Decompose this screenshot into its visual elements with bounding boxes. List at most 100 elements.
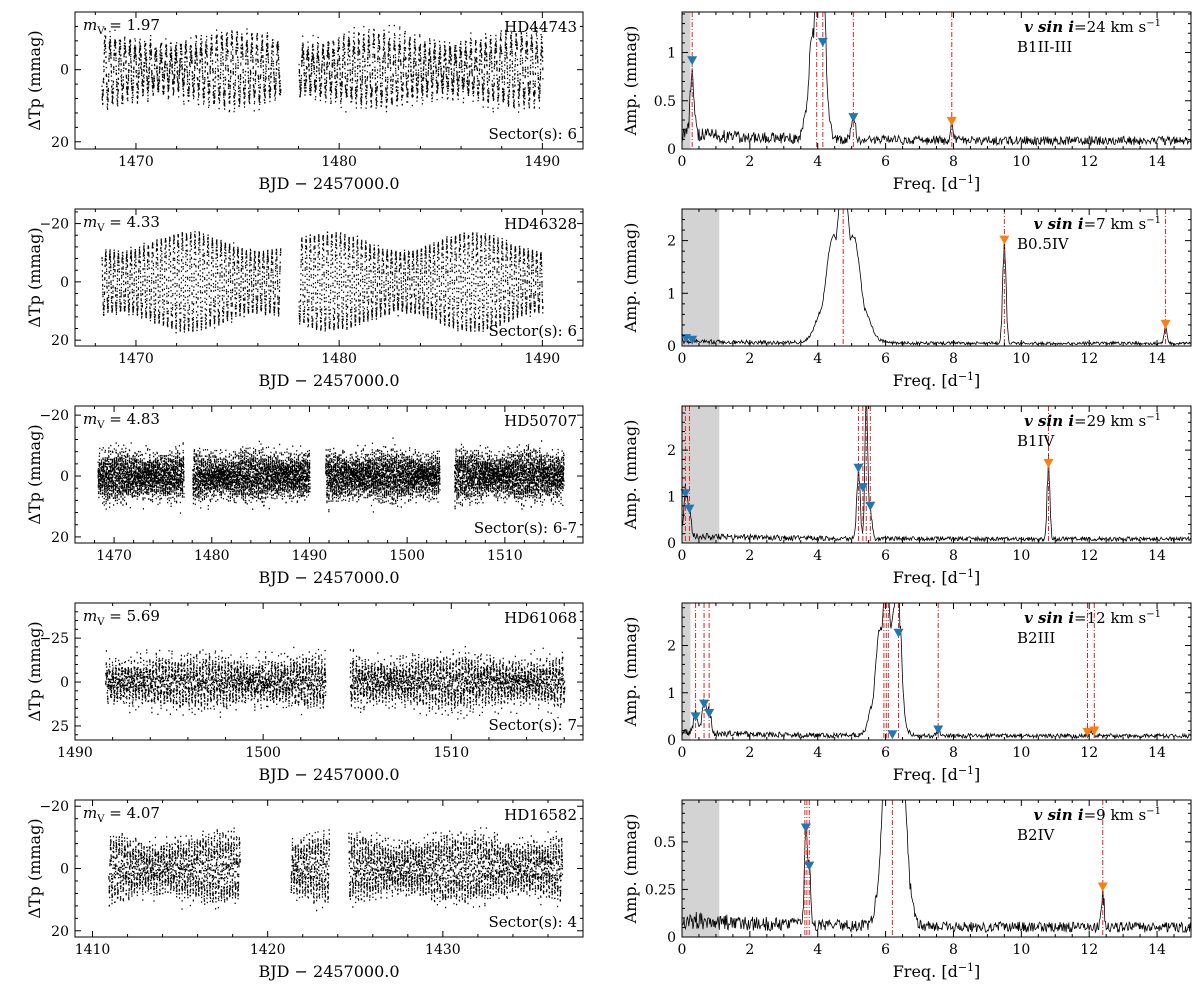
x-tick-label: 14 (1148, 351, 1166, 367)
spectral-type: B1IV (1017, 432, 1055, 450)
x-tick-label: 14 (1148, 154, 1166, 170)
light-curve-points (108, 827, 564, 912)
y-axis-label: Amp. (mmag) (621, 814, 640, 925)
y-tick-label: 20 (51, 924, 69, 940)
y-tick-label: 25 (51, 719, 69, 735)
x-tick-label: 1410 (75, 942, 111, 958)
sector-label: Sector(s): 6 (488, 125, 577, 143)
x-tick-label: 6 (881, 942, 890, 958)
magnitude-label: mV = 4.33 (83, 213, 160, 234)
low-frequency-shade (682, 603, 691, 740)
harmonic-marker (1082, 727, 1093, 737)
frequency-marker (800, 823, 811, 833)
x-tick-label: 2 (745, 548, 754, 564)
x-axis-label: Freq. [d−1] (893, 173, 981, 193)
x-tick-label: 14 (1148, 548, 1166, 564)
y-tick-label: 0.5 (654, 835, 676, 851)
vsini-label: v sin i=29 km s−1 (1024, 412, 1161, 430)
light-curve-HD50707: 1470 1480 1490 1500 1510 −20 0 20 mV = 4.83 HD507… (25, 405, 584, 587)
y-tick-label: 20 (51, 333, 69, 349)
light-curve-points (97, 437, 565, 514)
star-name: HD16582 (504, 806, 577, 824)
low-frequency-shade (682, 209, 720, 346)
y-tick-label: 0 (667, 142, 676, 158)
harmonic-marker (946, 116, 957, 126)
light-curve-HD46328: 1470 1480 1490 −20 0 20 mV = 4.33 HD46328 Sector… (25, 208, 584, 390)
x-tick-label: 1500 (245, 745, 281, 761)
star-name: HD46328 (504, 215, 577, 233)
vsini-label: v sin i=9 km s−1 (1034, 806, 1161, 824)
y-tick-label: 0 (667, 339, 676, 355)
harmonic-marker (1160, 319, 1171, 329)
y-axis-label: ΔTp (mmag) (25, 30, 44, 130)
frequency-marker (817, 37, 828, 47)
y-tick-label: 0 (60, 469, 69, 485)
y-tick-label: 0 (667, 733, 676, 749)
y-tick-label: 20 (51, 135, 69, 151)
x-tick-label: 10 (1012, 351, 1030, 367)
y-tick-label: 0 (60, 862, 69, 878)
x-tick-label: 0 (678, 351, 687, 367)
x-axis-label: Freq. [d−1] (893, 567, 981, 587)
x-axis-label: Freq. [d−1] (893, 370, 981, 390)
x-tick-label: 10 (1012, 745, 1030, 761)
star-name: HD50707 (504, 412, 577, 430)
x-axis-label: BJD − 2457000.0 (258, 765, 399, 784)
y-tick-label: 0 (667, 930, 676, 946)
x-tick-label: 12 (1080, 351, 1098, 367)
y-axis-label: ΔTp (mmag) (25, 424, 44, 524)
x-tick-label: 8 (949, 745, 958, 761)
x-tick-label: 0 (678, 548, 687, 564)
frequency-marker (680, 489, 691, 499)
y-tick-label: 0 (60, 63, 69, 79)
x-tick-label: 2 (745, 351, 754, 367)
x-tick-label: 12 (1080, 745, 1098, 761)
x-tick-label: 1470 (118, 154, 154, 170)
magnitude-label: mV = 1.97 (83, 16, 160, 37)
plot-frame (74, 602, 584, 741)
y-axis-label: ΔTp (mmag) (25, 621, 44, 721)
x-tick-label: 4 (813, 351, 822, 367)
y-tick-label: −20 (39, 799, 69, 815)
y-tick-label: 1 (667, 490, 676, 506)
vsini-label: v sin i=12 km s−1 (1024, 609, 1161, 627)
x-axis-label: BJD − 2457000.0 (258, 371, 399, 390)
plot-frame (74, 208, 584, 347)
y-axis-label: ΔTp (mmag) (25, 227, 44, 327)
frequency-marker (887, 730, 898, 740)
y-tick-label: −20 (39, 408, 69, 424)
x-tick-label: 4 (813, 942, 822, 958)
x-tick-label: 1480 (194, 548, 230, 564)
plot-frame (74, 11, 584, 150)
harmonic-marker (1089, 726, 1100, 736)
y-tick-label: 2 (667, 639, 676, 655)
x-tick-label: 1490 (525, 351, 561, 367)
frequency-marker (704, 709, 715, 719)
y-tick-label: 1 (667, 286, 676, 302)
x-tick-label: 6 (881, 351, 890, 367)
x-tick-label: 1490 (57, 745, 93, 761)
y-tick-label: 2 (667, 443, 676, 459)
x-tick-label: 0 (678, 154, 687, 170)
y-tick-label: 20 (51, 530, 69, 546)
frequency-marker (687, 56, 698, 66)
frequency-marker (853, 463, 864, 473)
x-tick-label: 2 (745, 745, 754, 761)
sector-label: Sector(s): 7 (488, 716, 577, 734)
spectrum-line (682, 603, 1191, 740)
light-curve-points (101, 231, 544, 334)
y-tick-label: 1 (667, 686, 676, 702)
frequency-marker (699, 699, 710, 709)
y-tick-label: 0.25 (645, 882, 676, 898)
spectral-type: B1II-III (1017, 38, 1072, 56)
spectrum-line (682, 406, 1191, 543)
y-axis-label: ΔTp (mmag) (25, 818, 44, 918)
harmonic-marker (1097, 882, 1108, 892)
frequency-marker (687, 335, 698, 345)
x-tick-label: 4 (813, 154, 822, 170)
low-frequency-shade (682, 12, 691, 149)
x-axis-label: BJD − 2457000.0 (258, 568, 399, 587)
x-tick-label: 1490 (292, 548, 328, 564)
x-tick-label: 1500 (389, 548, 425, 564)
